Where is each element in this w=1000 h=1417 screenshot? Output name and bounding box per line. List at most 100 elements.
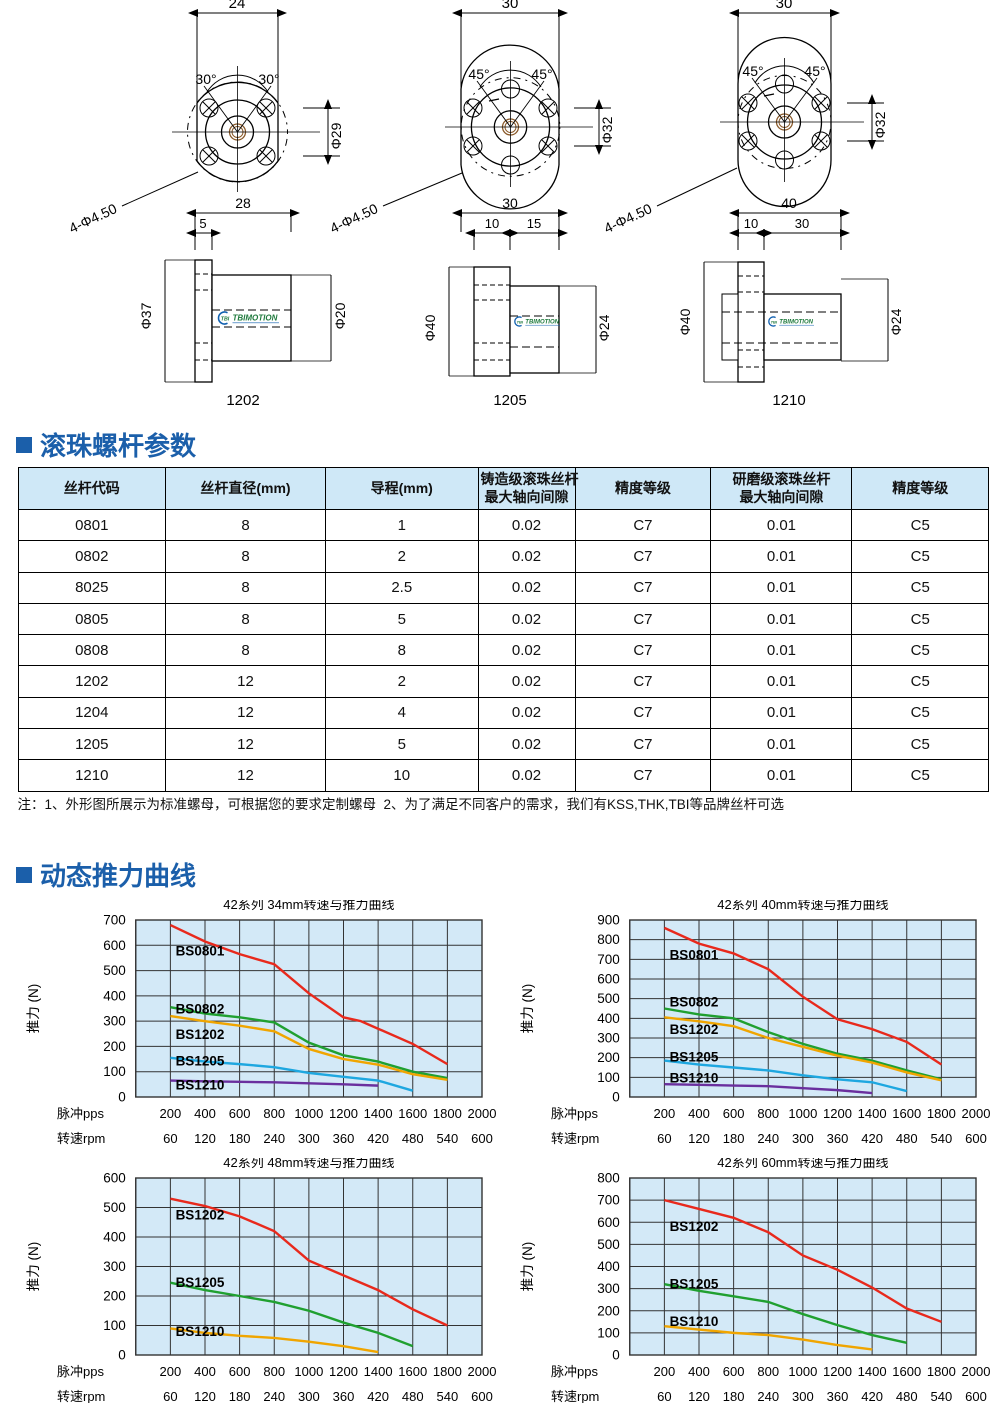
svg-text:BS0801: BS0801 bbox=[176, 943, 225, 958]
svg-text:42系列 48mm转速与推力曲线: 42系列 48mm转速与推力曲线 bbox=[223, 1158, 394, 1170]
svg-text:60: 60 bbox=[657, 1131, 671, 1145]
svg-text:500: 500 bbox=[103, 963, 126, 978]
svg-text:脉冲pps: 脉冲pps bbox=[551, 1364, 598, 1379]
svg-text:0: 0 bbox=[612, 1348, 620, 1363]
svg-text:200: 200 bbox=[654, 1106, 676, 1121]
svg-text:480: 480 bbox=[402, 1389, 424, 1403]
svg-text:180: 180 bbox=[723, 1131, 745, 1145]
svg-text:2000: 2000 bbox=[962, 1106, 991, 1121]
svg-text:BS1202: BS1202 bbox=[176, 1207, 225, 1222]
svg-text:转速rpm: 转速rpm bbox=[57, 1131, 105, 1145]
svg-text:60: 60 bbox=[163, 1131, 177, 1145]
svg-text:BS1205: BS1205 bbox=[670, 1277, 719, 1292]
svg-text:TBI: TBI bbox=[771, 319, 778, 324]
svg-text:1800: 1800 bbox=[927, 1106, 956, 1121]
svg-text:400: 400 bbox=[597, 1011, 620, 1026]
svg-text:1200: 1200 bbox=[823, 1106, 852, 1121]
svg-text:420: 420 bbox=[861, 1389, 883, 1403]
svg-text:1202: 1202 bbox=[226, 392, 259, 409]
svg-text:BS0802: BS0802 bbox=[670, 995, 719, 1010]
svg-text:200: 200 bbox=[597, 1050, 620, 1065]
svg-text:100: 100 bbox=[103, 1318, 126, 1333]
svg-text:360: 360 bbox=[827, 1389, 849, 1403]
svg-text:540: 540 bbox=[931, 1389, 953, 1403]
svg-text:TBIMOTION: TBIMOTION bbox=[233, 314, 278, 323]
svg-text:240: 240 bbox=[757, 1389, 779, 1403]
svg-text:1000: 1000 bbox=[788, 1106, 817, 1121]
svg-text:360: 360 bbox=[333, 1389, 355, 1403]
svg-text:900: 900 bbox=[597, 913, 620, 928]
svg-text:1800: 1800 bbox=[433, 1106, 462, 1121]
svg-text:800: 800 bbox=[757, 1106, 779, 1121]
svg-text:45°: 45° bbox=[531, 66, 552, 82]
svg-text:BS1205: BS1205 bbox=[176, 1053, 225, 1068]
svg-text:200: 200 bbox=[160, 1106, 182, 1121]
svg-text:30: 30 bbox=[776, 0, 793, 12]
svg-text:500: 500 bbox=[597, 1237, 620, 1252]
svg-text:推力 (N): 推力 (N) bbox=[520, 1242, 535, 1292]
svg-text:800: 800 bbox=[597, 1171, 620, 1186]
svg-text:转速rpm: 转速rpm bbox=[57, 1389, 105, 1403]
svg-text:800: 800 bbox=[263, 1364, 285, 1379]
svg-text:60: 60 bbox=[163, 1389, 177, 1403]
svg-text:180: 180 bbox=[723, 1389, 745, 1403]
svg-text:600: 600 bbox=[471, 1389, 493, 1403]
svg-text:推力 (N): 推力 (N) bbox=[520, 984, 535, 1034]
svg-text:400: 400 bbox=[597, 1259, 620, 1274]
svg-text:BS1210: BS1210 bbox=[670, 1070, 719, 1085]
svg-text:Φ40: Φ40 bbox=[422, 314, 438, 341]
svg-text:400: 400 bbox=[688, 1106, 710, 1121]
svg-text:600: 600 bbox=[723, 1364, 745, 1379]
svg-text:BS1202: BS1202 bbox=[176, 1027, 225, 1042]
svg-text:脉冲pps: 脉冲pps bbox=[57, 1364, 104, 1379]
svg-text:4-Φ4.50: 4-Φ4.50 bbox=[601, 200, 654, 236]
svg-text:TBI: TBI bbox=[221, 316, 230, 322]
svg-text:400: 400 bbox=[103, 988, 126, 1003]
svg-text:180: 180 bbox=[229, 1131, 251, 1145]
svg-text:1600: 1600 bbox=[892, 1106, 921, 1121]
svg-text:BS1210: BS1210 bbox=[176, 1077, 225, 1092]
svg-text:540: 540 bbox=[437, 1389, 459, 1403]
svg-text:600: 600 bbox=[597, 972, 620, 987]
svg-text:300: 300 bbox=[597, 1281, 620, 1296]
svg-text:300: 300 bbox=[298, 1131, 320, 1145]
svg-text:脉冲pps: 脉冲pps bbox=[551, 1106, 598, 1121]
svg-text:TBIMOTION: TBIMOTION bbox=[779, 320, 813, 326]
svg-text:2000: 2000 bbox=[962, 1364, 991, 1379]
svg-text:1600: 1600 bbox=[892, 1364, 921, 1379]
svg-text:180: 180 bbox=[229, 1389, 251, 1403]
svg-text:700: 700 bbox=[597, 952, 620, 967]
svg-text:30: 30 bbox=[502, 0, 519, 12]
svg-text:540: 540 bbox=[437, 1131, 459, 1145]
svg-text:480: 480 bbox=[402, 1131, 424, 1145]
svg-text:800: 800 bbox=[757, 1364, 779, 1379]
svg-text:600: 600 bbox=[103, 938, 126, 953]
svg-text:200: 200 bbox=[654, 1364, 676, 1379]
svg-text:0: 0 bbox=[612, 1090, 620, 1105]
svg-text:1800: 1800 bbox=[927, 1364, 956, 1379]
svg-text:500: 500 bbox=[597, 991, 620, 1006]
svg-text:1600: 1600 bbox=[398, 1106, 427, 1121]
svg-text:42系列 40mm转速与推力曲线: 42系列 40mm转速与推力曲线 bbox=[717, 900, 888, 912]
svg-text:45°: 45° bbox=[468, 66, 489, 82]
svg-text:45°: 45° bbox=[742, 63, 763, 79]
svg-text:100: 100 bbox=[597, 1325, 620, 1340]
svg-text:BS1202: BS1202 bbox=[670, 1022, 719, 1037]
svg-text:Φ32: Φ32 bbox=[599, 116, 615, 143]
svg-text:600: 600 bbox=[471, 1131, 493, 1145]
svg-text:200: 200 bbox=[103, 1289, 126, 1304]
svg-text:100: 100 bbox=[103, 1064, 126, 1079]
svg-text:0: 0 bbox=[118, 1348, 126, 1363]
svg-text:700: 700 bbox=[597, 1193, 620, 1208]
svg-text:Φ32: Φ32 bbox=[872, 111, 888, 138]
svg-text:5: 5 bbox=[199, 216, 206, 231]
svg-text:BS1210: BS1210 bbox=[670, 1314, 719, 1329]
svg-text:转速rpm: 转速rpm bbox=[551, 1389, 599, 1403]
svg-text:240: 240 bbox=[263, 1131, 285, 1145]
svg-text:10: 10 bbox=[744, 216, 758, 231]
svg-text:500: 500 bbox=[103, 1200, 126, 1215]
svg-text:Φ24: Φ24 bbox=[888, 308, 904, 335]
svg-text:Φ37: Φ37 bbox=[138, 302, 154, 329]
svg-text:1600: 1600 bbox=[398, 1364, 427, 1379]
svg-text:120: 120 bbox=[688, 1389, 710, 1403]
